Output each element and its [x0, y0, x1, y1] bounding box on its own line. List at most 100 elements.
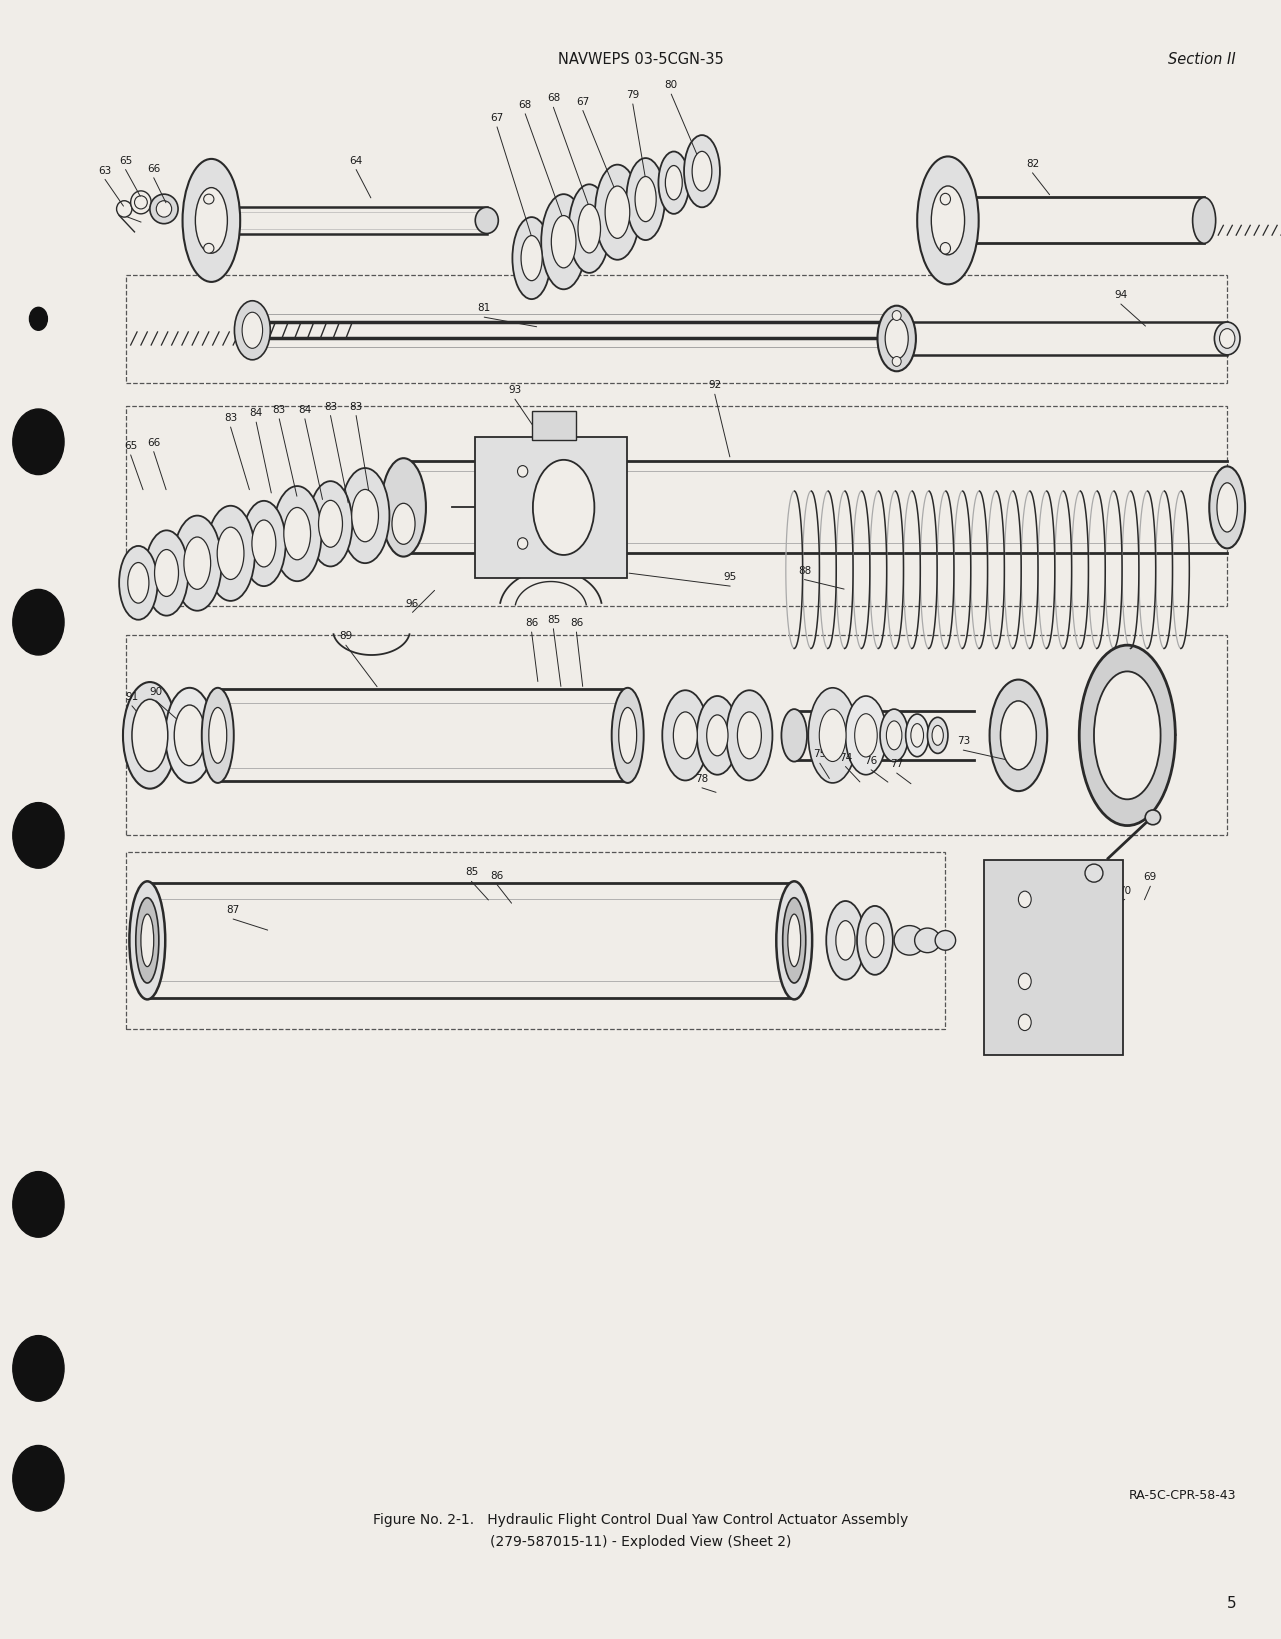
Text: 84: 84	[298, 405, 311, 415]
Bar	[126, 275, 1227, 384]
Text: 69: 69	[1144, 872, 1157, 882]
Ellipse shape	[129, 882, 165, 1000]
Ellipse shape	[885, 318, 908, 359]
Ellipse shape	[611, 688, 643, 783]
Ellipse shape	[935, 931, 956, 951]
Ellipse shape	[352, 490, 378, 543]
Ellipse shape	[886, 721, 902, 751]
Ellipse shape	[808, 688, 857, 783]
Ellipse shape	[541, 195, 587, 290]
Text: 89: 89	[339, 631, 352, 641]
Text: 70: 70	[1118, 885, 1131, 895]
Ellipse shape	[551, 216, 576, 269]
Circle shape	[13, 803, 64, 869]
Text: 5: 5	[1226, 1595, 1236, 1611]
Text: 91: 91	[126, 692, 138, 701]
Ellipse shape	[392, 505, 415, 544]
Ellipse shape	[1000, 701, 1036, 770]
Ellipse shape	[202, 688, 234, 783]
Text: 86: 86	[570, 618, 583, 628]
Text: 94: 94	[1114, 290, 1127, 300]
Ellipse shape	[204, 244, 214, 254]
Ellipse shape	[195, 188, 228, 254]
Ellipse shape	[475, 208, 498, 234]
Text: 86: 86	[525, 618, 538, 628]
Ellipse shape	[155, 551, 178, 597]
Ellipse shape	[820, 710, 845, 762]
Ellipse shape	[738, 713, 761, 759]
Text: 96: 96	[406, 598, 419, 608]
Ellipse shape	[880, 710, 908, 762]
Bar	[532, 411, 576, 441]
Ellipse shape	[594, 166, 640, 261]
Ellipse shape	[626, 159, 665, 241]
Ellipse shape	[165, 688, 214, 783]
Ellipse shape	[776, 882, 812, 1000]
Text: NAVWEPS 03-5CGN-35: NAVWEPS 03-5CGN-35	[557, 51, 724, 67]
Text: 71: 71	[1093, 913, 1106, 923]
Ellipse shape	[906, 715, 929, 757]
Ellipse shape	[218, 528, 243, 580]
Text: 65: 65	[124, 441, 137, 451]
Text: Section II: Section II	[1168, 51, 1236, 67]
Text: 68: 68	[547, 93, 560, 103]
Text: 75: 75	[813, 749, 826, 759]
Ellipse shape	[662, 690, 708, 780]
Text: 66: 66	[147, 438, 160, 447]
Ellipse shape	[1193, 198, 1216, 244]
Ellipse shape	[940, 193, 951, 205]
Ellipse shape	[234, 302, 270, 361]
Ellipse shape	[174, 705, 205, 765]
Ellipse shape	[150, 195, 178, 225]
Ellipse shape	[518, 538, 528, 551]
Ellipse shape	[866, 924, 884, 957]
Text: 82: 82	[1026, 159, 1039, 169]
Ellipse shape	[341, 469, 389, 564]
Text: 85: 85	[465, 867, 478, 877]
Ellipse shape	[1217, 484, 1237, 533]
Ellipse shape	[136, 898, 159, 983]
Ellipse shape	[927, 718, 948, 754]
Text: 83: 83	[224, 413, 237, 423]
Ellipse shape	[382, 459, 425, 557]
Ellipse shape	[533, 461, 594, 556]
Ellipse shape	[783, 898, 806, 983]
Ellipse shape	[857, 906, 893, 975]
Text: 73: 73	[957, 736, 970, 746]
Circle shape	[13, 590, 64, 656]
Text: 77: 77	[890, 759, 903, 769]
Text: 88: 88	[798, 565, 811, 575]
Text: 67: 67	[576, 97, 589, 107]
Text: 90: 90	[150, 687, 163, 697]
Ellipse shape	[781, 710, 807, 762]
Text: 86: 86	[491, 870, 503, 880]
FancyBboxPatch shape	[474, 438, 628, 579]
Ellipse shape	[141, 915, 154, 967]
Circle shape	[13, 1172, 64, 1237]
Ellipse shape	[726, 690, 772, 780]
Ellipse shape	[204, 195, 214, 205]
Ellipse shape	[684, 136, 720, 208]
Ellipse shape	[132, 700, 168, 772]
Ellipse shape	[184, 538, 210, 590]
Ellipse shape	[931, 187, 965, 256]
Text: (279-587015-11) - Exploded View (Sheet 2): (279-587015-11) - Exploded View (Sheet 2…	[489, 1534, 792, 1547]
Ellipse shape	[273, 487, 322, 582]
Ellipse shape	[826, 901, 865, 980]
Text: 84: 84	[250, 408, 263, 418]
Text: 67: 67	[491, 113, 503, 123]
Ellipse shape	[917, 157, 979, 285]
Text: 83: 83	[350, 402, 363, 411]
Ellipse shape	[521, 236, 542, 282]
Ellipse shape	[894, 926, 925, 956]
Circle shape	[13, 1336, 64, 1401]
Ellipse shape	[1145, 810, 1161, 826]
Text: 76: 76	[865, 756, 877, 765]
Ellipse shape	[518, 465, 528, 479]
Ellipse shape	[173, 516, 222, 611]
Ellipse shape	[605, 187, 630, 239]
Ellipse shape	[145, 531, 188, 616]
Ellipse shape	[933, 726, 943, 746]
Ellipse shape	[209, 708, 227, 764]
Text: 93: 93	[509, 385, 521, 395]
